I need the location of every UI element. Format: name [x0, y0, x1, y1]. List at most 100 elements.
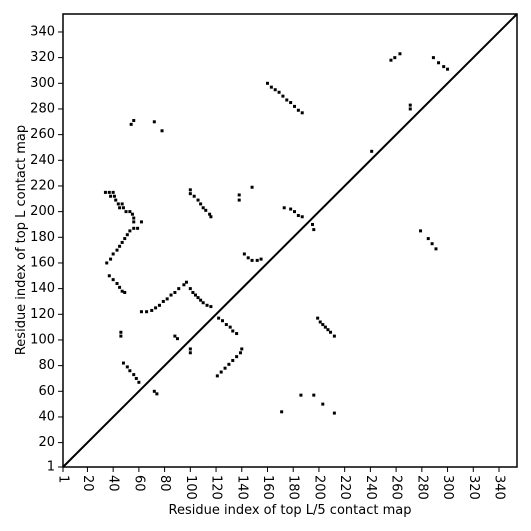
contact-point	[250, 185, 254, 189]
contact-point	[145, 310, 149, 314]
x-tick-label: 40	[106, 475, 121, 492]
contact-point	[112, 194, 116, 198]
contact-point	[139, 220, 143, 224]
contact-point	[118, 285, 122, 289]
y-tick-label: 1	[47, 460, 55, 475]
contact-point	[192, 194, 196, 198]
y-tick-label: 300	[30, 76, 55, 91]
contact-point	[121, 361, 125, 365]
contact-point	[250, 258, 254, 262]
contact-point	[300, 215, 304, 219]
contact-point	[209, 215, 213, 219]
x-tick-label: 320	[466, 475, 481, 500]
contact-point	[215, 374, 219, 378]
contact-point	[220, 319, 224, 323]
contact-point	[191, 290, 195, 294]
contact-point	[321, 402, 325, 406]
contact-point	[442, 65, 446, 69]
contact-point	[208, 212, 212, 216]
contact-point	[316, 316, 320, 320]
contact-point	[293, 104, 297, 108]
y-tick-label: 140	[30, 281, 55, 296]
contact-point	[231, 358, 235, 362]
x-tick-label: 140	[234, 475, 249, 500]
x-tick-label: 160	[260, 475, 275, 500]
contact-point	[235, 332, 239, 336]
contact-point	[175, 337, 179, 341]
contact-point	[293, 210, 297, 214]
contact-point	[118, 244, 122, 248]
contact-point	[332, 334, 336, 338]
contact-point	[329, 330, 333, 334]
contact-point	[281, 94, 285, 98]
y-tick-label: 40	[38, 409, 55, 424]
y-tick-label: 180	[30, 230, 55, 245]
y-tick-label: 160	[30, 255, 55, 270]
contact-point	[277, 90, 281, 94]
contact-point	[129, 122, 133, 126]
contact-point	[188, 351, 192, 355]
x-tick-label: 220	[337, 475, 352, 500]
contact-point	[237, 198, 241, 202]
contact-point	[188, 347, 192, 351]
x-tick-label: 240	[363, 475, 378, 500]
contact-point	[318, 320, 322, 324]
contact-point	[426, 237, 430, 241]
x-tick-label: 80	[157, 475, 172, 492]
contact-point	[137, 380, 141, 384]
contact-point	[121, 206, 125, 210]
contact-point	[116, 202, 120, 206]
contact-point	[280, 410, 284, 414]
contact-point	[209, 305, 213, 309]
contact-point	[246, 256, 250, 260]
contact-point	[161, 299, 165, 303]
contact-point	[173, 334, 177, 338]
contact-point	[152, 389, 156, 393]
contact-point	[205, 303, 209, 307]
contact-point	[132, 216, 136, 220]
y-axis-label: Residue index of top L contact map	[14, 125, 29, 355]
contact-point	[119, 330, 123, 334]
contact-point	[105, 261, 109, 265]
contact-point	[165, 297, 169, 301]
contact-point	[398, 52, 402, 56]
x-tick-label: 60	[131, 475, 146, 492]
contact-point	[123, 290, 127, 294]
contact-point	[132, 373, 136, 377]
contact-point	[321, 323, 325, 327]
x-tick-label: 280	[414, 475, 429, 500]
y-tick-label: 20	[38, 435, 55, 450]
contact-point	[255, 258, 259, 262]
contact-point	[124, 210, 128, 214]
contact-point	[408, 107, 412, 111]
contact-point	[109, 194, 113, 198]
contact-point	[282, 206, 286, 210]
contact-point	[265, 81, 269, 85]
contact-point	[332, 411, 336, 415]
contact-point	[224, 323, 228, 327]
contact-point	[437, 61, 441, 65]
contact-point	[370, 149, 374, 153]
contact-point	[223, 366, 227, 370]
contact-point	[431, 56, 435, 60]
contact-point	[199, 298, 203, 302]
contact-point	[393, 56, 397, 60]
contact-point	[120, 240, 124, 244]
contact-point	[446, 67, 450, 71]
contact-point	[259, 257, 263, 261]
contact-point	[125, 233, 129, 237]
contact-point	[217, 316, 221, 320]
contact-point	[125, 365, 129, 369]
contact-point	[134, 376, 138, 380]
contact-point	[434, 247, 438, 251]
contact-point	[311, 222, 315, 226]
contact-point	[228, 325, 232, 329]
contact-point	[289, 101, 293, 105]
contact-point	[132, 119, 136, 123]
contact-point	[296, 108, 300, 112]
contact-point	[123, 237, 127, 241]
y-tick-label: 60	[38, 384, 55, 399]
contact-point	[201, 206, 205, 210]
